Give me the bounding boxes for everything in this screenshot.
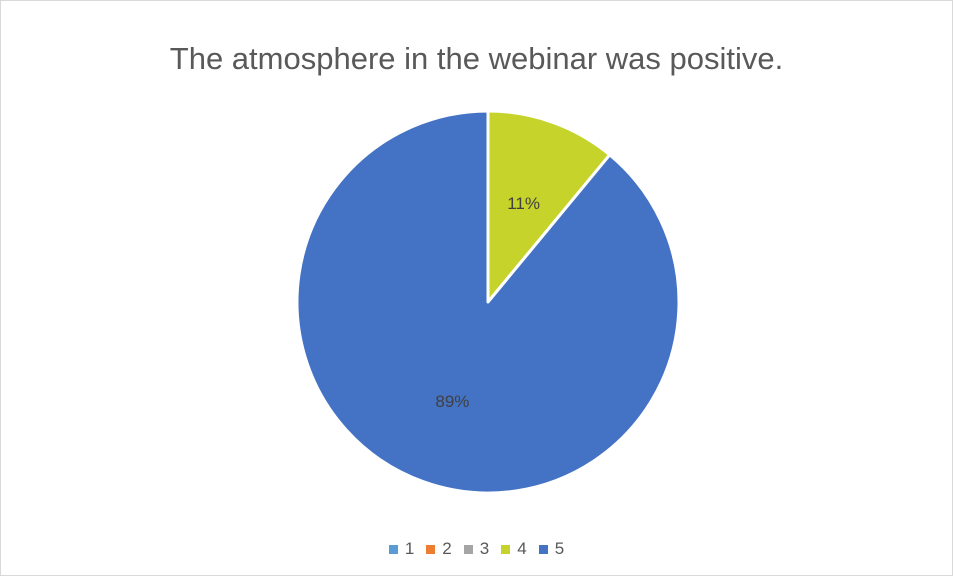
legend-swatch-4: [501, 544, 511, 554]
data-label-4: 11%: [507, 194, 540, 213]
legend-item-2: 2: [426, 539, 452, 559]
legend-swatch-2: [426, 544, 436, 554]
legend-label-4: 4: [517, 539, 527, 558]
legend-label-1: 1: [404, 539, 415, 558]
chart-legend: 1 2 3 4 5: [1, 539, 952, 559]
legend-label-2: 2: [442, 539, 452, 558]
legend-swatch-3: [463, 544, 473, 554]
pie-slice-4: [486, 109, 612, 304]
legend-swatch-5: [538, 544, 548, 554]
legend-swatch-1: [388, 544, 398, 554]
pie-slice-5: [295, 109, 681, 495]
legend-label-3: 3: [479, 539, 490, 558]
legend-item-4: 4: [501, 539, 527, 559]
legend-item-1: 1: [388, 539, 415, 559]
legend-item-3: 3: [463, 539, 490, 559]
data-label-5: 89%: [435, 392, 469, 411]
chart-title: The atmosphere in the webinar was positi…: [169, 41, 784, 76]
legend-label-5: 5: [554, 539, 565, 558]
legend-item-5: 5: [538, 539, 565, 559]
